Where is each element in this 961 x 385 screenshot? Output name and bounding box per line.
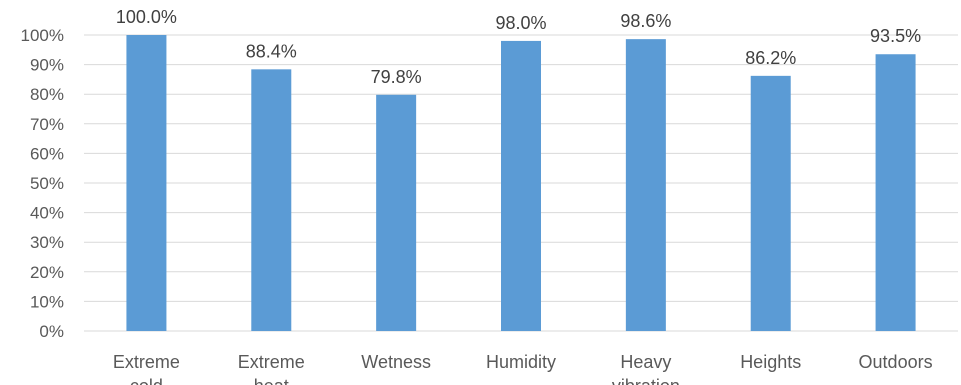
data-label: 88.4% <box>246 41 297 61</box>
bar <box>126 35 167 331</box>
data-label: 98.0% <box>495 13 546 33</box>
y-tick-label: 20% <box>30 263 64 282</box>
y-tick-label: 40% <box>30 204 64 223</box>
category-label: Outdoors <box>859 352 933 372</box>
y-tick-label: 50% <box>30 174 64 193</box>
category-label: Heavyvibration <box>612 352 680 385</box>
data-label: 79.8% <box>371 67 422 87</box>
data-label: 100.0% <box>116 7 177 27</box>
y-tick-label: 60% <box>30 144 64 163</box>
y-tick-label: 100% <box>21 26 64 45</box>
bars <box>126 35 916 332</box>
bar <box>750 75 791 332</box>
y-axis-tick-labels: 0% 10% 20% 30% 40% 50% 60% 70% 80% 90% 100% <box>21 26 64 341</box>
category-label: Extremeheat <box>238 352 305 385</box>
bar <box>501 40 541 332</box>
y-tick-label: 90% <box>30 56 64 75</box>
data-label: 86.2% <box>745 48 796 68</box>
y-tick-label: 10% <box>30 292 64 311</box>
category-labels: Extremecold Extremeheat Wetness Humidity Hea… <box>113 352 933 385</box>
data-labels: 100.0% 88.4% 79.8% 98.0% 98.6% 86.2% 93.5% <box>116 7 921 87</box>
y-tick-label: 30% <box>30 233 64 252</box>
category-label: Wetness <box>361 352 431 372</box>
category-label: Heights <box>740 352 801 372</box>
bar <box>251 69 292 331</box>
y-tick-label: 70% <box>30 115 64 134</box>
category-label: Extremecold <box>113 352 180 385</box>
data-label: 98.6% <box>620 11 671 31</box>
y-tick-label: 80% <box>30 85 64 104</box>
bar <box>875 54 916 332</box>
bar <box>376 94 417 332</box>
bar <box>625 39 666 331</box>
category-label: Humidity <box>486 352 556 372</box>
y-tick-label: 0% <box>39 322 64 341</box>
data-label: 93.5% <box>870 26 921 46</box>
